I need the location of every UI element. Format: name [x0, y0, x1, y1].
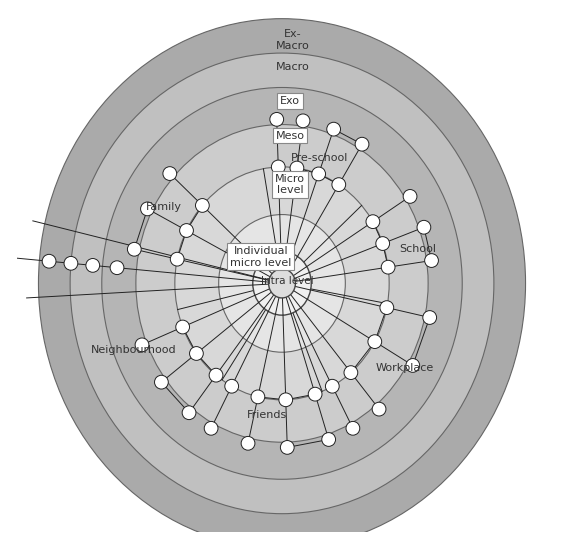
Circle shape	[182, 406, 196, 419]
Circle shape	[309, 387, 322, 401]
Circle shape	[86, 258, 100, 272]
Ellipse shape	[102, 88, 462, 479]
Text: Exo: Exo	[280, 96, 300, 106]
Text: Workplace: Workplace	[375, 363, 434, 373]
Text: Intra level: Intra level	[261, 276, 314, 286]
Text: Macro: Macro	[276, 62, 310, 72]
Circle shape	[366, 215, 380, 228]
Circle shape	[163, 167, 177, 180]
Ellipse shape	[175, 167, 389, 400]
Circle shape	[344, 366, 358, 379]
Circle shape	[280, 440, 294, 454]
Circle shape	[296, 114, 310, 128]
Circle shape	[290, 161, 304, 175]
Circle shape	[423, 311, 437, 324]
Circle shape	[425, 254, 438, 268]
Circle shape	[271, 160, 285, 174]
Circle shape	[176, 320, 190, 334]
Circle shape	[64, 256, 78, 270]
Circle shape	[196, 198, 209, 212]
Circle shape	[372, 402, 386, 416]
Ellipse shape	[38, 19, 526, 535]
Circle shape	[209, 368, 223, 382]
Text: Neighbourhood: Neighbourhood	[91, 345, 177, 355]
Ellipse shape	[268, 269, 296, 298]
Text: Ex-
Macro: Ex- Macro	[276, 29, 310, 51]
Circle shape	[270, 112, 284, 126]
Circle shape	[312, 167, 325, 181]
Circle shape	[140, 202, 155, 216]
Circle shape	[403, 189, 417, 203]
Ellipse shape	[136, 125, 428, 442]
Circle shape	[327, 123, 341, 136]
Circle shape	[155, 375, 168, 389]
Circle shape	[204, 422, 218, 435]
Circle shape	[42, 254, 56, 268]
Circle shape	[241, 437, 255, 450]
Circle shape	[251, 390, 265, 404]
Text: Micro
level: Micro level	[275, 173, 305, 195]
Circle shape	[110, 261, 124, 274]
Circle shape	[380, 301, 394, 315]
Circle shape	[180, 224, 193, 238]
Circle shape	[127, 242, 141, 256]
Text: School: School	[400, 244, 437, 254]
Text: Family: Family	[146, 202, 182, 212]
Circle shape	[325, 379, 339, 393]
Circle shape	[368, 335, 382, 348]
Circle shape	[406, 358, 420, 372]
Ellipse shape	[219, 215, 345, 352]
Circle shape	[332, 178, 346, 192]
Circle shape	[135, 338, 149, 351]
Circle shape	[346, 422, 360, 435]
Circle shape	[225, 379, 239, 393]
Ellipse shape	[253, 251, 311, 315]
Text: Pre-school: Pre-school	[291, 152, 349, 163]
Ellipse shape	[70, 53, 494, 514]
Circle shape	[190, 347, 203, 361]
Circle shape	[279, 393, 293, 407]
Circle shape	[170, 253, 184, 266]
Text: Meso: Meso	[275, 131, 305, 141]
Circle shape	[322, 433, 336, 446]
Circle shape	[376, 236, 390, 250]
Text: Friends: Friends	[247, 410, 287, 420]
Circle shape	[417, 220, 431, 234]
Circle shape	[381, 261, 395, 274]
Text: Individual
micro level: Individual micro level	[230, 246, 292, 268]
Circle shape	[355, 137, 369, 151]
Ellipse shape	[258, 257, 306, 310]
